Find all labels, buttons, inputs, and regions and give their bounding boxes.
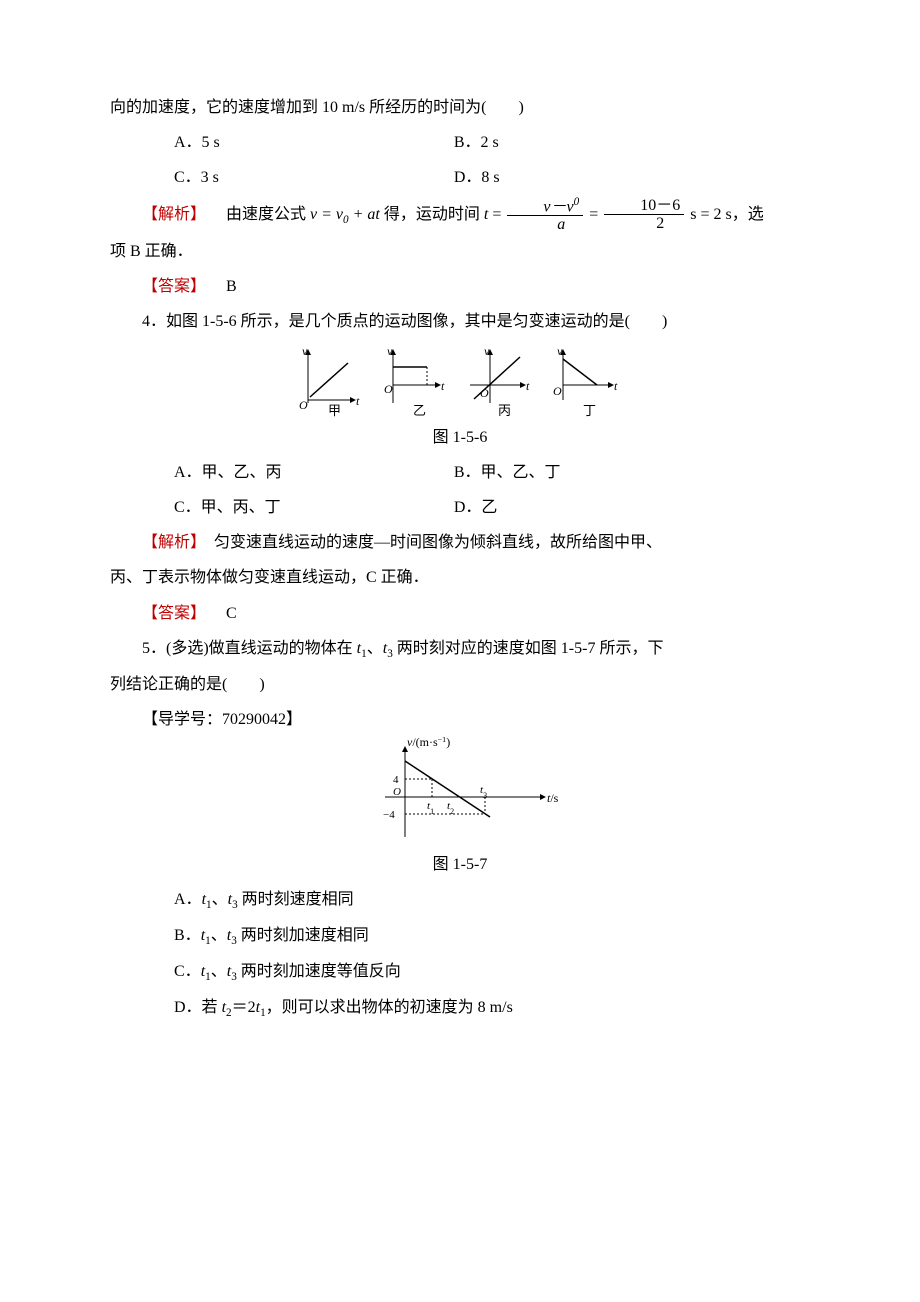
q3-jiexi-pre: 由速度公式: [210, 206, 310, 223]
q3-jiexi-label: 【解析】: [142, 206, 206, 223]
q5-t1l: t1: [427, 800, 434, 816]
q4-g1-v: v: [302, 344, 308, 358]
q3-stem-cont: 向的加速度，它的速度增加到 10 m/s 所经历的时间为( ): [110, 90, 810, 125]
q4-g2-name: 乙: [413, 403, 426, 418]
q3-jiexi-tail: s = 2 s，选: [690, 206, 763, 223]
q3-daan-val: B: [210, 278, 237, 295]
q5-optC: C．t1、t3 两时刻加速度等值反向: [174, 954, 810, 990]
q4-g4-name: 丁: [583, 403, 596, 418]
q5-optD-tail: ，则可以求出物体的初速度为 8 m/s: [266, 999, 513, 1016]
q5-optB-sep: 、: [211, 927, 227, 944]
q5-optD: D．若 t2＝2t1，则可以求出物体的初速度为 8 m/s: [174, 990, 810, 1026]
q5-daoxue: 【导学号：70290042】: [110, 702, 810, 737]
q3-frac2: 10－6 2: [604, 197, 684, 233]
q3-frac2-den: 2: [604, 215, 684, 233]
q3-optA: A．5 s: [174, 125, 454, 160]
q5-options: A．t1、t3 两时刻速度相同 B．t1、t3 两时刻加速度相同 C．t1、t3…: [110, 882, 810, 1025]
q3-analysis: 【解析】 由速度公式 v = v0 + at 得，运动时间 t = v－v0 a…: [110, 196, 810, 235]
q5-yneg4: −4: [383, 809, 395, 821]
q4-options: A．甲、乙、丙 B．甲、乙、丁 C．甲、丙、丁 D．乙: [110, 455, 810, 525]
q5-stem: 5．(多选)做直线运动的物体在 t1、t3 两时刻对应的速度如图 1-5-7 所…: [110, 631, 810, 667]
q4-daan-val: C: [210, 605, 237, 622]
q5-optC-tail: 两时刻加速度等值反向: [237, 963, 401, 980]
q3-eq-v: v = v: [310, 206, 343, 223]
q3-optB: B．2 s: [454, 125, 734, 160]
q4-optD: D．乙: [454, 490, 734, 525]
q4-g3-name: 丙: [498, 403, 511, 418]
q5-optA-sep: 、: [212, 891, 228, 908]
q5-fig-caption: 图 1-5-7: [110, 847, 810, 882]
q4-g2-v: v: [387, 344, 393, 358]
q4-g3-t: t: [526, 379, 530, 393]
q5-stem1: 5．(多选)做直线运动的物体在: [142, 640, 357, 657]
q5-optB-pre: B．: [174, 927, 201, 944]
q4-g2-O: O: [384, 382, 393, 396]
q4-g1-t: t: [356, 394, 360, 408]
q4-optB: B．甲、乙、丁: [454, 455, 734, 490]
q3-jiexi-post1: 得，运动时间: [384, 206, 484, 223]
q3-frac1-den: a: [507, 216, 583, 234]
q5-ylabel: v/(m·s−1): [407, 737, 450, 749]
q4-g2-t: t: [441, 379, 445, 393]
q4-daan-label: 【答案】: [142, 605, 206, 622]
q5-stem2: 两时刻对应的速度如图 1-5-7 所示，下: [393, 640, 664, 657]
q4-graphs-svg: v t O 甲 v t O 乙 v t O 丙: [290, 340, 630, 420]
q4-analysis: 【解析】 匀变速直线运动的速度—时间图像为倾斜直线，故所给图中甲、: [110, 525, 810, 560]
q3-analysis-line2: 项 B 正确．: [110, 234, 810, 269]
q3-daan-label: 【答案】: [142, 278, 206, 295]
q4-g3-v: v: [484, 344, 490, 358]
q5-optA-tail: 两时刻速度相同: [238, 891, 354, 908]
q4-answer: 【答案】 C: [110, 596, 810, 631]
q3-frac2-num: 10－6: [604, 197, 684, 216]
q4-analysis-line2: 丙、丁表示物体做匀变速直线运动，C 正确．: [110, 560, 810, 595]
q3-options: A．5 s B．2 s C．3 s D．8 s: [110, 125, 810, 195]
q4-jiexi-text: 匀变速直线运动的速度—时间图像为倾斜直线，故所给图中甲、: [198, 534, 662, 551]
q5-optB: B．t1、t3 两时刻加速度相同: [174, 918, 810, 954]
q5-optA-pre: A．: [174, 891, 202, 908]
q3-frac1: v－v0 a: [507, 196, 583, 235]
q4-g1-O: O: [299, 398, 308, 412]
q3-frac1-num-sup: 0: [574, 196, 580, 208]
q5-optB-tail: 两时刻加速度相同: [237, 927, 369, 944]
q5-optC-pre: C．: [174, 963, 201, 980]
q5-graph-svg: v/(m·s−1) t/s 4 −4 O t1 t2 t3: [345, 737, 575, 847]
q3-eq-at: + at: [349, 206, 380, 223]
q3-optD: D．8 s: [454, 160, 734, 195]
q4-fig-caption: 图 1-5-6: [110, 420, 810, 455]
q3-optC: C．3 s: [174, 160, 454, 195]
q5-optD-eq: ＝2: [232, 999, 256, 1016]
q4-figure: v t O 甲 v t O 乙 v t O 丙: [110, 340, 810, 420]
q4-g3-O: O: [480, 386, 489, 400]
q5-sep: 、: [367, 640, 383, 657]
q4-optA: A．甲、乙、丙: [174, 455, 454, 490]
q5-optC-sep: 、: [211, 963, 227, 980]
q5-optD-pre: D．若: [174, 999, 222, 1016]
q4-stem: 4．如图 1-5-6 所示，是几个质点的运动图像，其中是匀变速运动的是( ): [110, 304, 810, 339]
q4-optC: C．甲、丙、丁: [174, 490, 454, 525]
q4-g1-name: 甲: [328, 403, 341, 418]
q4-g4-O: O: [553, 384, 562, 398]
q5-t2l: t2: [447, 800, 454, 816]
q3-answer: 【答案】 B: [110, 269, 810, 304]
q4-g4-t: t: [614, 379, 618, 393]
q4-jiexi-label: 【解析】: [142, 534, 198, 551]
q5-y4: 4: [393, 774, 399, 786]
q5-stem-line2: 列结论正确的是( ): [110, 667, 810, 702]
q5-xlabel: t/s: [547, 791, 559, 805]
q3-frac1-num: v－v: [543, 198, 573, 215]
q3-eq-t: t: [484, 206, 488, 223]
q4-g4-v: v: [557, 344, 563, 358]
q5-figure: v/(m·s−1) t/s 4 −4 O t1 t2 t3: [110, 737, 810, 847]
q5-O: O: [393, 786, 401, 798]
q5-optA: A．t1、t3 两时刻速度相同: [174, 882, 810, 918]
